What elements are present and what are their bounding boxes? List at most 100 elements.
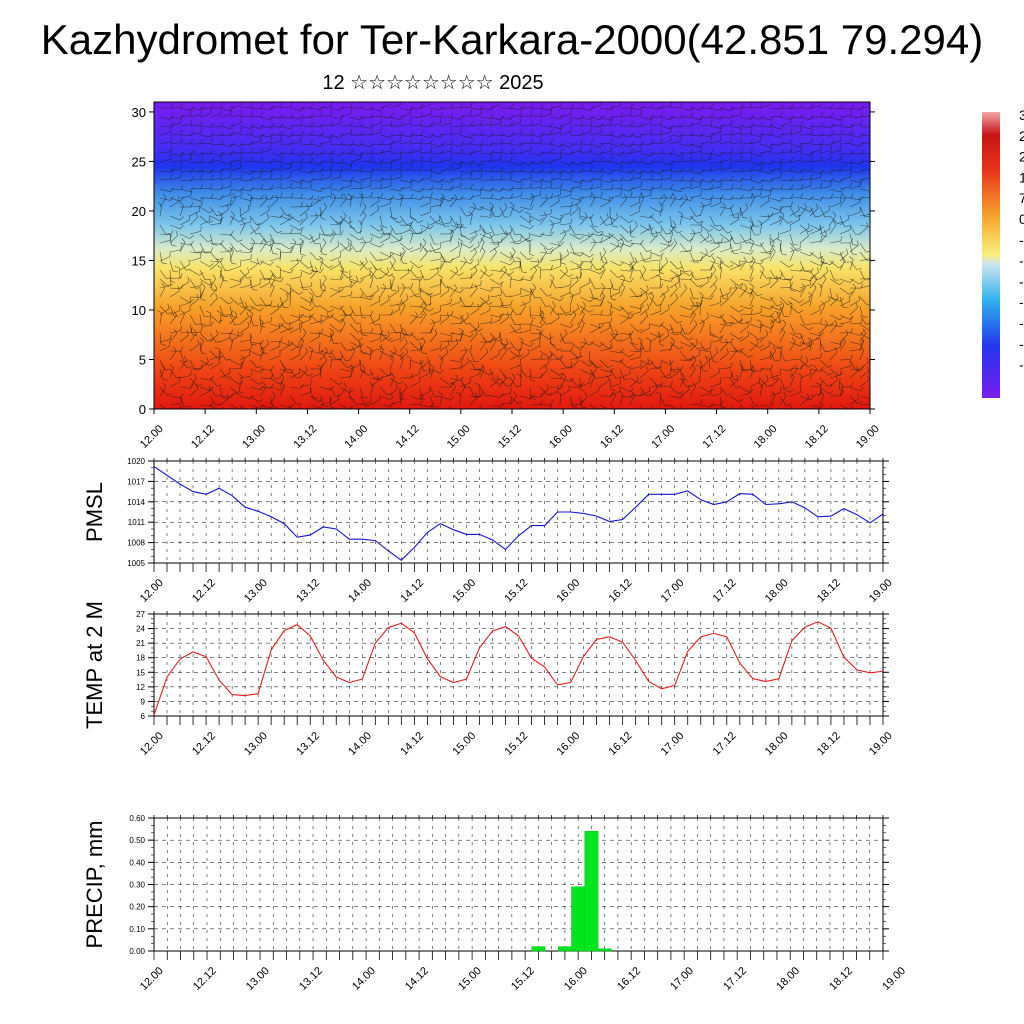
- wind-barb-flag: [379, 243, 384, 248]
- wind-barb-flag: [438, 411, 443, 413]
- hot-spot: [196, 314, 317, 409]
- wind-barb: [229, 242, 237, 252]
- wind-barb: [219, 296, 229, 305]
- wind-barb-flag: [480, 104, 484, 110]
- wind-barb-flag: [259, 307, 264, 312]
- wind-barb: [629, 134, 641, 138]
- wind-barb: [429, 188, 442, 190]
- wind-barb: [479, 310, 491, 316]
- wind-barb-flag: [840, 235, 842, 241]
- wind-barb: [399, 229, 411, 235]
- wind-barb-flag: [530, 110, 533, 116]
- wind-barb: [479, 352, 489, 361]
- wind-barb-flag: [680, 156, 683, 162]
- wind-barb-flag: [230, 230, 234, 236]
- wind-barb: [389, 377, 400, 385]
- wind-barb-flag: [515, 256, 521, 260]
- wind-barb: [349, 395, 357, 406]
- wind-barb: [709, 197, 722, 200]
- wind-barb-flag: [650, 128, 653, 134]
- wind-barb: [619, 242, 631, 248]
- wind-barb: [779, 151, 791, 154]
- wind-barb: [509, 161, 521, 166]
- wind-barb: [829, 179, 841, 183]
- wind-barb: [409, 188, 421, 193]
- wind-barb: [719, 386, 728, 396]
- wind-barb-flag: [370, 310, 374, 316]
- wind-barb: [709, 152, 721, 157]
- wind-barb: [659, 233, 668, 243]
- wind-barb-flag: [639, 206, 641, 212]
- wind-barb: [449, 232, 454, 244]
- wind-barb-flag: [360, 165, 363, 171]
- wind-barb-flag: [236, 250, 242, 252]
- wind-barb: [719, 206, 726, 217]
- wind-barb: [279, 385, 285, 397]
- wind-barb: [769, 392, 781, 397]
- wind-barb: [199, 187, 212, 190]
- wind-barb-flag: [438, 355, 444, 359]
- wind-barb: [639, 188, 651, 191]
- wind-barb: [399, 333, 407, 343]
- wind-barb: [429, 247, 441, 253]
- wind-barb-flag: [201, 352, 207, 355]
- wind-barb-flag: [628, 219, 634, 224]
- wind-barb-flag: [496, 375, 499, 381]
- wind-barb: [369, 242, 381, 248]
- wind-barb-flag: [400, 121, 404, 127]
- wind-barb: [239, 188, 251, 192]
- wind-barb: [469, 270, 478, 280]
- wind-barb: [659, 276, 661, 289]
- wind-barb-flag: [417, 337, 423, 341]
- wind-barb-flag: [265, 304, 271, 307]
- wind-barb: [349, 367, 355, 379]
- wind-barb-flag: [370, 397, 372, 403]
- wind-barb: [779, 377, 785, 389]
- wind-barb: [549, 278, 557, 289]
- wind-barb-flag: [290, 132, 294, 137]
- wind-barb-flag: [530, 138, 533, 144]
- wind-barb: [429, 215, 438, 225]
- wind-barb: [159, 313, 163, 325]
- wind-barb: [729, 305, 740, 313]
- wind-barb-flag: [580, 160, 584, 166]
- wind-barb: [309, 269, 321, 273]
- wind-barb-flag: [680, 393, 684, 399]
- wind-barb: [759, 218, 770, 226]
- wind-barb: [429, 161, 442, 163]
- wind-barb-flag: [330, 164, 333, 170]
- wind-barb: [759, 143, 771, 148]
- wind-barb: [829, 116, 841, 121]
- wind-barb: [589, 224, 598, 234]
- wind-barb-flag: [596, 268, 602, 271]
- wind-barb: [289, 224, 300, 231]
- wind-barb: [619, 317, 630, 325]
- wind-barb: [259, 343, 269, 352]
- wind-barb: [439, 377, 449, 385]
- wind-barb: [509, 305, 517, 316]
- wind-barb-flag: [286, 293, 289, 299]
- wind-barb: [169, 368, 177, 379]
- wind-barb: [849, 322, 862, 325]
- wind-barb: [309, 188, 321, 192]
- wind-barb: [669, 340, 675, 352]
- wind-barb-flag: [810, 174, 813, 180]
- wind-barb-flag: [379, 234, 384, 239]
- wind-barb: [649, 134, 662, 136]
- wind-barb: [789, 287, 801, 293]
- wind-barb: [849, 107, 861, 110]
- wind-barb: [219, 332, 232, 334]
- wind-barb-flag: [850, 238, 854, 244]
- wind-barb-flag: [640, 304, 644, 310]
- wind-barb: [239, 258, 251, 262]
- wind-barb-flag: [454, 193, 458, 199]
- wind-barb: [709, 302, 721, 307]
- wind-barb-flag: [627, 239, 633, 243]
- wind-barb-flag: [361, 364, 366, 369]
- wind-barb: [519, 340, 524, 352]
- wind-barb-flag: [620, 238, 625, 242]
- wind-barb: [839, 359, 852, 361]
- wind-barb: [729, 107, 742, 109]
- wind-barb-flag: [190, 370, 192, 376]
- wind-barb: [429, 204, 441, 208]
